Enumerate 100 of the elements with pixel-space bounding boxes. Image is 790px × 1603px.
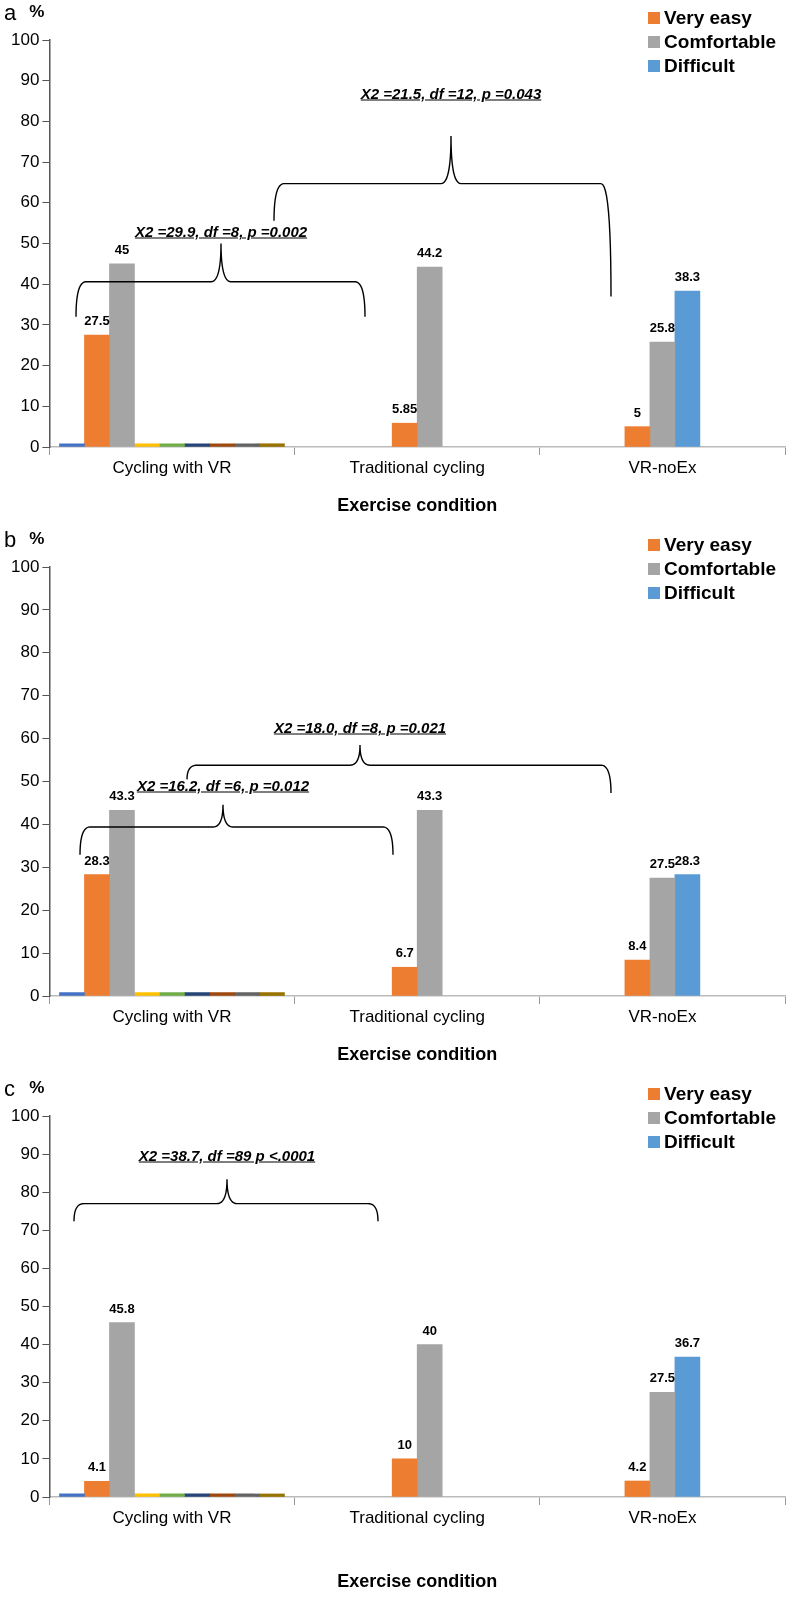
legend-label: Very easy: [664, 534, 752, 556]
y-tick-label: 80: [20, 111, 40, 131]
bar: [134, 443, 160, 447]
data-label: 44.2: [417, 245, 443, 261]
bar: [159, 443, 185, 447]
x-tick-label: Cycling with VR: [112, 1006, 232, 1026]
bar: [134, 1493, 160, 1497]
legend-label: Comfortable: [664, 31, 776, 53]
x-tick-label: VR-noEx: [628, 1006, 697, 1026]
bar: [209, 443, 235, 447]
bar: [184, 992, 210, 996]
bar: [84, 874, 110, 996]
bar: [234, 992, 260, 996]
y-tick-label: 50: [20, 1296, 40, 1316]
bar: [109, 1322, 135, 1497]
y-tick-label: 10: [20, 942, 40, 962]
bar: [109, 809, 135, 996]
bar: [59, 443, 85, 447]
y-axis-title: %: [29, 2, 45, 22]
bar: [109, 263, 135, 447]
data-label: 27.5: [649, 856, 676, 872]
y-tick-label: 30: [20, 856, 40, 876]
bar: [84, 1481, 110, 1497]
annotation: X2 =38.7, df =89 p <.0001: [138, 1146, 316, 1164]
chart-title: b: [4, 527, 17, 553]
x-tick-label: VR-noEx: [628, 1507, 697, 1527]
annotation: X2 =29.9, df =8, p =0.002: [134, 222, 308, 240]
annotation: X2 =16.2, df =6, p =0.012: [136, 776, 310, 793]
x-axis-title: Exercise condition: [337, 1571, 498, 1592]
y-tick-label: 10: [20, 395, 40, 415]
y-tick-label: 50: [20, 771, 40, 791]
chart-title: a: [4, 0, 17, 26]
x-tick-label: Cycling with VR: [112, 457, 232, 477]
y-tick-label: 0: [29, 1486, 40, 1506]
data-label: 43.3: [417, 788, 443, 804]
bar: [184, 443, 210, 447]
bar: [209, 992, 235, 996]
bar: [209, 1493, 235, 1497]
y-axis-title: %: [29, 1078, 45, 1098]
y-tick-label: 20: [20, 899, 40, 919]
y-tick-label: 60: [20, 728, 40, 748]
data-label: 43.3: [109, 788, 135, 804]
bar: [649, 341, 676, 447]
y-tick-label: 90: [20, 1143, 40, 1163]
y-tick-label: 80: [20, 642, 40, 662]
x-tick-label: Traditional cycling: [349, 1006, 485, 1026]
data-label: 45.8: [109, 1300, 135, 1316]
x-tick-label: VR-noEx: [628, 457, 697, 477]
y-tick-label: 90: [20, 70, 40, 90]
data-label: 6.7: [395, 945, 414, 961]
y-tick-label: 20: [20, 355, 40, 375]
data-label: 27.5: [649, 1370, 676, 1386]
bar: [624, 959, 651, 996]
bar: [259, 443, 285, 447]
legend-label: Comfortable: [664, 1107, 776, 1129]
x-axis-title: Exercise condition: [337, 1044, 498, 1065]
y-tick-label: 20: [20, 1410, 40, 1430]
bar: [624, 426, 651, 447]
y-tick-label: 0: [29, 985, 40, 1005]
y-tick-label: 40: [20, 1334, 40, 1354]
y-tick-label: 40: [20, 814, 40, 834]
data-label: 10: [397, 1436, 412, 1452]
bar: [259, 1493, 285, 1497]
y-tick-label: 30: [20, 1372, 40, 1392]
bar: [184, 1493, 210, 1497]
data-label: 36.7: [674, 1335, 701, 1351]
y-tick-label: 90: [20, 599, 40, 619]
data-label: 5: [633, 404, 642, 420]
data-label: 4.1: [87, 1459, 107, 1475]
y-axis-title: %: [29, 529, 45, 549]
data-label: 38.3: [674, 269, 701, 285]
y-tick-label: 30: [20, 314, 40, 334]
data-label: 28.3: [674, 852, 701, 868]
x-tick-label: Cycling with VR: [112, 1507, 232, 1527]
y-tick-label: 70: [20, 685, 40, 705]
data-label: 28.3: [84, 852, 110, 868]
bar: [59, 992, 85, 996]
annotation: X2 =21.5, df =12, p =0.043: [360, 84, 542, 102]
data-label: 40: [422, 1322, 437, 1338]
data-label: 8.4: [628, 938, 648, 954]
y-tick-label: 70: [20, 1219, 40, 1239]
data-label: 5.85: [392, 401, 418, 417]
y-tick-label: 40: [20, 273, 40, 293]
bar: [159, 1493, 185, 1497]
bar: [159, 992, 185, 996]
bar: [84, 334, 110, 447]
y-tick-label: 0: [29, 436, 40, 456]
bar: [59, 1493, 85, 1497]
annotation: X2 =18.0, df =8, p =0.021: [273, 718, 447, 736]
y-tick-label: 10: [20, 1448, 40, 1468]
bar: [234, 443, 260, 447]
data-label: 45: [114, 241, 130, 257]
legend-label: Comfortable: [664, 558, 776, 580]
bar: [134, 992, 160, 996]
y-tick-label: 60: [20, 1258, 40, 1278]
legend-label: Difficult: [664, 582, 735, 604]
x-axis-title: Exercise condition: [337, 495, 498, 516]
bar: [234, 1493, 260, 1497]
y-tick-label: 50: [20, 233, 40, 253]
bar: [674, 290, 701, 447]
